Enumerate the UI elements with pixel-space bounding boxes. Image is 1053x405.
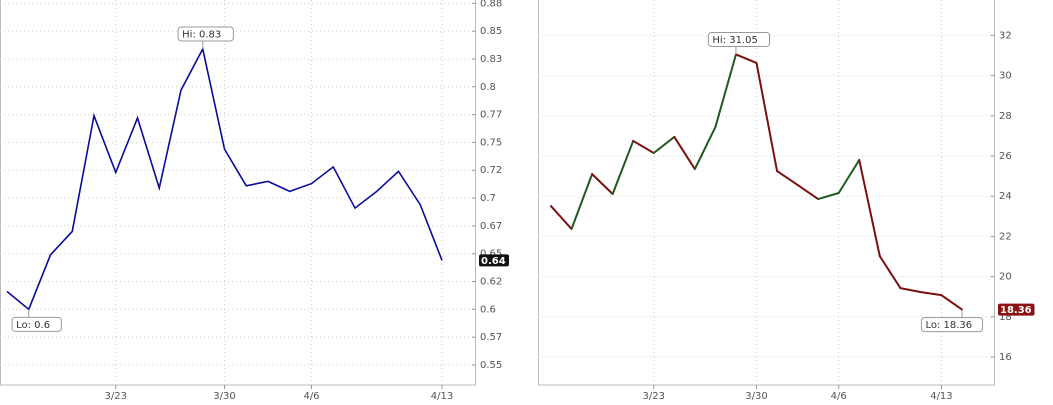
y-tick-label: 18 — [999, 312, 1012, 323]
y-tick-label: 22 — [999, 231, 1012, 242]
y-tick-label: 0.57 — [480, 332, 502, 343]
x-tick-label: 4/13 — [930, 391, 952, 402]
x-tick-label: 4/6 — [831, 391, 847, 402]
y-tick-label: 0.72 — [480, 165, 502, 176]
y-tick-label: 0.83 — [480, 54, 502, 65]
price-segment — [817, 192, 840, 201]
price-segment — [673, 135, 696, 171]
price-segment — [776, 170, 799, 186]
y-tick-label: 28 — [999, 111, 1012, 122]
plot-frame — [538, 0, 995, 386]
price-segment — [550, 205, 573, 230]
price-segment — [570, 173, 594, 230]
y-tick-label: 32 — [999, 30, 1012, 41]
callout-label: Hi: 0.83 — [182, 29, 221, 40]
last-value-label: 18.36 — [1000, 305, 1032, 316]
price-segment — [591, 173, 614, 196]
last-value-badge — [479, 254, 509, 267]
price-segment — [940, 294, 963, 311]
x-tick-label: 4/6 — [303, 391, 319, 402]
y-tick-label: 26 — [999, 151, 1012, 162]
y-tick-label: 20 — [999, 272, 1012, 283]
y-tick-label: 0.67 — [480, 221, 502, 232]
price-segment — [734, 53, 758, 64]
x-tick-label: 4/13 — [431, 391, 453, 402]
callout-box — [920, 317, 984, 333]
price-segment — [652, 135, 676, 154]
x-tick-label: 3/23 — [105, 391, 127, 402]
y-tick-label: 30 — [999, 71, 1012, 82]
price-segment — [878, 255, 902, 290]
y-tick-label: 0.88 — [480, 0, 502, 9]
price-segment — [919, 291, 943, 297]
x-tick-label: 3/30 — [745, 391, 767, 402]
callout-box — [707, 31, 771, 47]
last-value-label: 0.64 — [481, 256, 506, 267]
callout-box — [177, 26, 234, 42]
price-segment — [755, 61, 779, 173]
x-tick-label: 3/30 — [213, 391, 235, 402]
y-tick-label: 0.6 — [480, 304, 496, 315]
callout-box — [11, 316, 62, 332]
y-tick-label: 0.8 — [480, 82, 496, 93]
x-tick-label: 3/23 — [643, 391, 665, 402]
y-tick-label: 0.75 — [480, 137, 502, 148]
callout-label: Lo: 18.36 — [925, 320, 972, 331]
y-tick-label: 0.65 — [480, 249, 502, 260]
y-tick-label: 24 — [999, 191, 1012, 202]
price-segment — [714, 53, 737, 129]
price-segment — [837, 159, 861, 195]
y-tick-label: 0.77 — [480, 110, 502, 121]
callout-label: Hi: 31.05 — [712, 35, 757, 46]
last-value-badge — [998, 303, 1035, 316]
y-tick-label: 0.7 — [480, 193, 496, 204]
price-segment — [858, 159, 881, 258]
price-line — [6, 46, 443, 311]
y-tick-label: 0.85 — [480, 26, 502, 37]
price-segment — [693, 126, 717, 171]
price-segment — [899, 287, 922, 294]
price-segment — [611, 139, 635, 196]
price-segment — [632, 139, 655, 154]
y-tick-label: 0.55 — [480, 360, 502, 371]
y-tick-label: 16 — [999, 352, 1012, 363]
callout-label: Lo: 0.6 — [16, 320, 50, 331]
plot-frame — [0, 0, 476, 386]
y-tick-label: 0.62 — [480, 277, 502, 288]
price-segment — [796, 183, 820, 201]
